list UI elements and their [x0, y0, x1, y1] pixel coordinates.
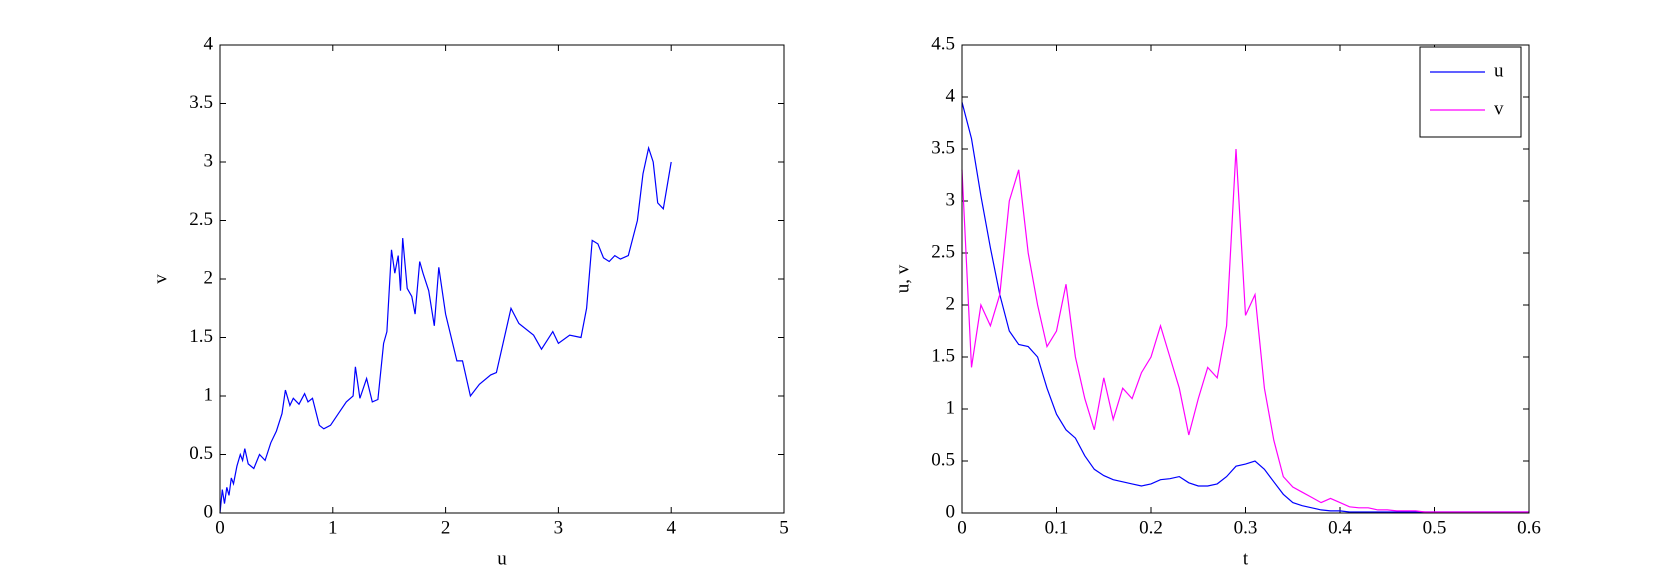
- axes-background: [220, 45, 784, 513]
- y-tick-label: 3.5: [931, 137, 955, 158]
- y-axis-label: v: [150, 274, 171, 284]
- y-tick-label: 3: [204, 150, 214, 171]
- y-tick-label: 1: [946, 397, 956, 418]
- y-tick-label: 1.5: [931, 345, 955, 366]
- y-tick-label: 4.5: [931, 33, 955, 54]
- x-tick-label: 0.4: [1328, 517, 1352, 538]
- y-tick-label: 4: [946, 85, 956, 106]
- legend-label: v: [1494, 98, 1504, 119]
- y-tick-label: 4: [204, 33, 214, 54]
- data-line: [219, 145, 672, 514]
- x-tick-label: 0: [957, 517, 967, 538]
- y-tick-label: 0.5: [931, 449, 955, 470]
- data-line: [961, 148, 1529, 513]
- x-tick-label: 0.6: [1517, 517, 1541, 538]
- y-tick-label: 0: [946, 501, 956, 522]
- x-tick-label: 0.3: [1234, 517, 1258, 538]
- x-tick-label: 1: [328, 517, 338, 538]
- x-tick-label: 0.2: [1139, 517, 1163, 538]
- axes-frame: [961, 44, 1530, 514]
- y-tick-label: 1: [204, 384, 214, 405]
- x-tick-label: 3: [554, 517, 564, 538]
- y-axis-label: u, v: [892, 264, 913, 293]
- x-axis-label: t: [1243, 548, 1249, 569]
- x-tick-label: 5: [779, 517, 789, 538]
- y-tick-label: 2.5: [931, 241, 955, 262]
- x-axis-label: u: [497, 548, 507, 569]
- y-tick-label: 3.5: [189, 92, 213, 113]
- y-tick-label: 3: [946, 189, 956, 210]
- x-tick-label: 0: [215, 517, 225, 538]
- x-tick-label: 4: [666, 517, 676, 538]
- x-tick-label: 0.5: [1423, 517, 1447, 538]
- y-tick-label: 2.5: [189, 209, 213, 230]
- y-tick-label: 2: [204, 267, 214, 288]
- legend-label: u: [1494, 60, 1504, 81]
- x-tick-label: 0.1: [1045, 517, 1069, 538]
- y-tick-label: 0: [204, 501, 214, 522]
- axes-frame: [219, 44, 785, 514]
- y-tick-label: 0.5: [189, 443, 213, 464]
- y-tick-label: 2: [946, 293, 956, 314]
- x-tick-label: 2: [441, 517, 451, 538]
- legend-box: [1419, 46, 1522, 138]
- y-tick-label: 1.5: [189, 326, 213, 347]
